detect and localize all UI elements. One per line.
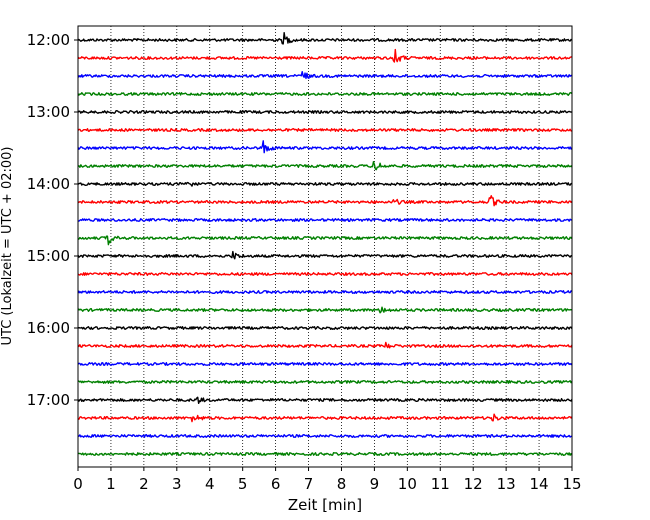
- trace-1500: [77, 250, 573, 260]
- y-tick-label-5: 17:00: [27, 391, 70, 409]
- x-tick-label-13: 13: [497, 475, 516, 493]
- x-tick-label-4: 4: [205, 475, 215, 493]
- trace-1530: [77, 290, 573, 294]
- x-tick-label-8: 8: [337, 475, 347, 493]
- x-tick-label-3: 3: [172, 475, 182, 493]
- y-tick-label-0: 12:00: [27, 31, 70, 49]
- trace-1715: [77, 413, 573, 423]
- trace-layer: [77, 32, 573, 456]
- x-tick-label-15: 15: [562, 475, 581, 493]
- trace-1300: [77, 110, 573, 114]
- x-tick-label-2: 2: [139, 475, 149, 493]
- trace-1730: [77, 434, 573, 438]
- y-tick-label-1: 13:00: [27, 103, 70, 121]
- trace-1200: [77, 32, 573, 45]
- trace-1315: [77, 127, 573, 132]
- trace-1230: [77, 71, 573, 80]
- trace-1215: [77, 48, 573, 63]
- trace-1745: [77, 452, 573, 456]
- x-tick-label-14: 14: [530, 475, 549, 493]
- x-tick-label-9: 9: [370, 475, 380, 493]
- x-tick-label-5: 5: [238, 475, 248, 493]
- trace-1345: [77, 161, 573, 171]
- x-tick-label-7: 7: [304, 475, 314, 493]
- trace-1545: [77, 306, 573, 314]
- trace-1415: [77, 195, 573, 207]
- trace-1445: [77, 235, 573, 246]
- x-tick-label-11: 11: [431, 475, 450, 493]
- y-axis-ticks: 12:00 13:00 14:00 15:00 16:00 17:00: [27, 31, 78, 409]
- x-tick-label-6: 6: [271, 475, 281, 493]
- plot-frame: [77, 25, 573, 468]
- trace-1430: [77, 218, 573, 222]
- trace-1515: [77, 272, 573, 276]
- trace-1615: [77, 341, 573, 349]
- x-tick-label-12: 12: [464, 475, 483, 493]
- trace-1645: [77, 380, 573, 384]
- trace-1245: [77, 92, 573, 96]
- trace-1330: [77, 140, 573, 154]
- y-tick-label-3: 15:00: [27, 247, 70, 265]
- y-tick-label-2: 14:00: [27, 175, 70, 193]
- trace-1600: [77, 326, 573, 330]
- x-tick-label-0: 0: [73, 475, 83, 493]
- trace-1700: [77, 396, 573, 405]
- y-axis-label: UTC (Lokalzeit = UTC + 02:00): [0, 147, 15, 346]
- x-tick-label-1: 1: [106, 475, 116, 493]
- x-tick-label-10: 10: [398, 475, 417, 493]
- x-axis-ticks: 0 1 2 3 4 5 6 7 8 9 10 11 12 13 14 15: [73, 467, 582, 493]
- y-tick-label-4: 16:00: [27, 319, 70, 337]
- trace-1630: [77, 362, 573, 366]
- x-axis-label: Zeit [min]: [288, 496, 362, 514]
- trace-1400: [77, 181, 573, 187]
